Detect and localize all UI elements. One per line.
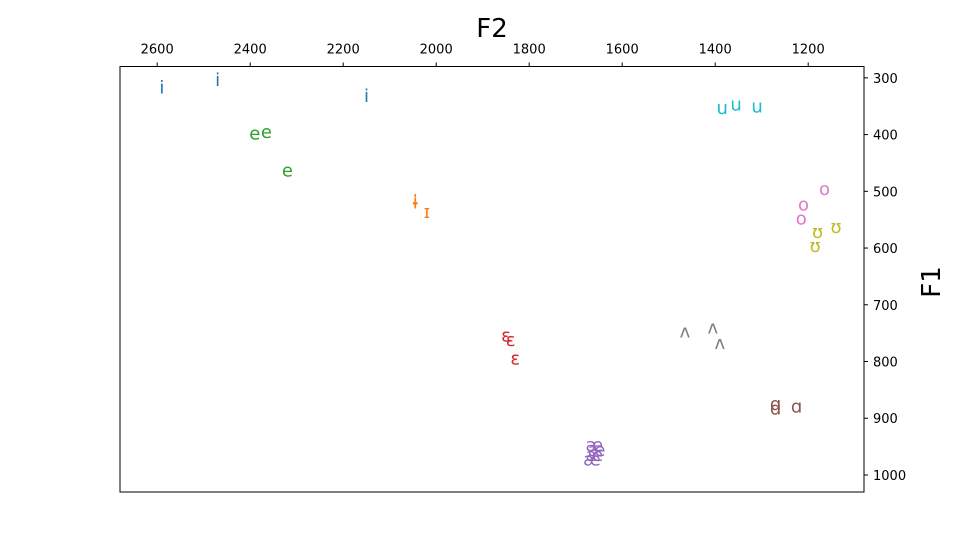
- vowel-point: e: [249, 124, 260, 145]
- x-tick-label: 1600: [606, 43, 639, 58]
- vowel-point: ʌ: [715, 333, 726, 354]
- y-axis-title: F1: [917, 266, 947, 298]
- plot-area-frame: [119, 66, 865, 493]
- vowel-point: e: [261, 122, 272, 143]
- y-tick-label: 300: [873, 72, 898, 87]
- vowel-point: ʊ: [812, 222, 823, 243]
- vowel-point: i: [364, 86, 369, 107]
- y-tick-label: 500: [873, 185, 898, 200]
- y-tick-label: 1000: [873, 469, 906, 484]
- vowel-point: ɑ: [791, 396, 802, 417]
- x-tick-label: 2400: [234, 43, 267, 58]
- vowel-point: ʌ: [708, 318, 719, 339]
- x-tick-label: 1800: [513, 43, 546, 58]
- y-tick-label: 700: [873, 299, 898, 314]
- vowel-point: ʊ: [810, 236, 821, 257]
- vowel-point: æ: [585, 445, 603, 466]
- vowel-point: ɑ: [770, 394, 781, 415]
- x-tick-label: 2000: [420, 43, 453, 58]
- vowel-point: ɪ: [424, 202, 431, 223]
- y-tick-label: 900: [873, 412, 898, 427]
- vowel-point: æ: [588, 440, 606, 461]
- vowel-point: æ: [585, 435, 603, 456]
- vowel-point: i: [215, 70, 220, 91]
- x-tick-label: 2200: [327, 43, 360, 58]
- vowel-point: ɨ: [413, 193, 418, 214]
- vowel-point: o: [798, 194, 809, 215]
- vowel-point: ɛ: [510, 349, 520, 370]
- x-axis-title: F2: [476, 14, 508, 44]
- vowel-point: o: [819, 179, 830, 200]
- y-tick-label: 600: [873, 242, 898, 257]
- x-axis-ticks: 2600 2400 2200 2000 1800 1600 1400 1200: [141, 43, 825, 67]
- x-tick-label: 1200: [792, 43, 825, 58]
- vowel-point: ʌ: [680, 322, 691, 343]
- x-tick-label: 1400: [699, 43, 732, 58]
- y-tick-label: 400: [873, 129, 898, 144]
- vowel-point: u: [716, 98, 727, 119]
- vowel-point: ɛ: [501, 325, 511, 346]
- vowel-point: ɛ: [506, 330, 516, 351]
- y-tick-label: 800: [873, 356, 898, 371]
- vowel-point: ʊ: [831, 217, 842, 238]
- vowel-point: i: [159, 78, 164, 99]
- vowel-point: æ: [583, 450, 601, 471]
- vowel-point: ɑ: [770, 399, 781, 420]
- vowel-point: u: [751, 96, 762, 117]
- x-tick-label: 2600: [141, 43, 174, 58]
- vowel-point: e: [282, 160, 293, 181]
- vowel-point: o: [796, 209, 807, 230]
- vowel-point: ɨ: [413, 192, 418, 213]
- vowel-point: u: [730, 95, 741, 116]
- y-axis-ticks: 300 400 500 600 700 800 900 1000: [864, 72, 906, 484]
